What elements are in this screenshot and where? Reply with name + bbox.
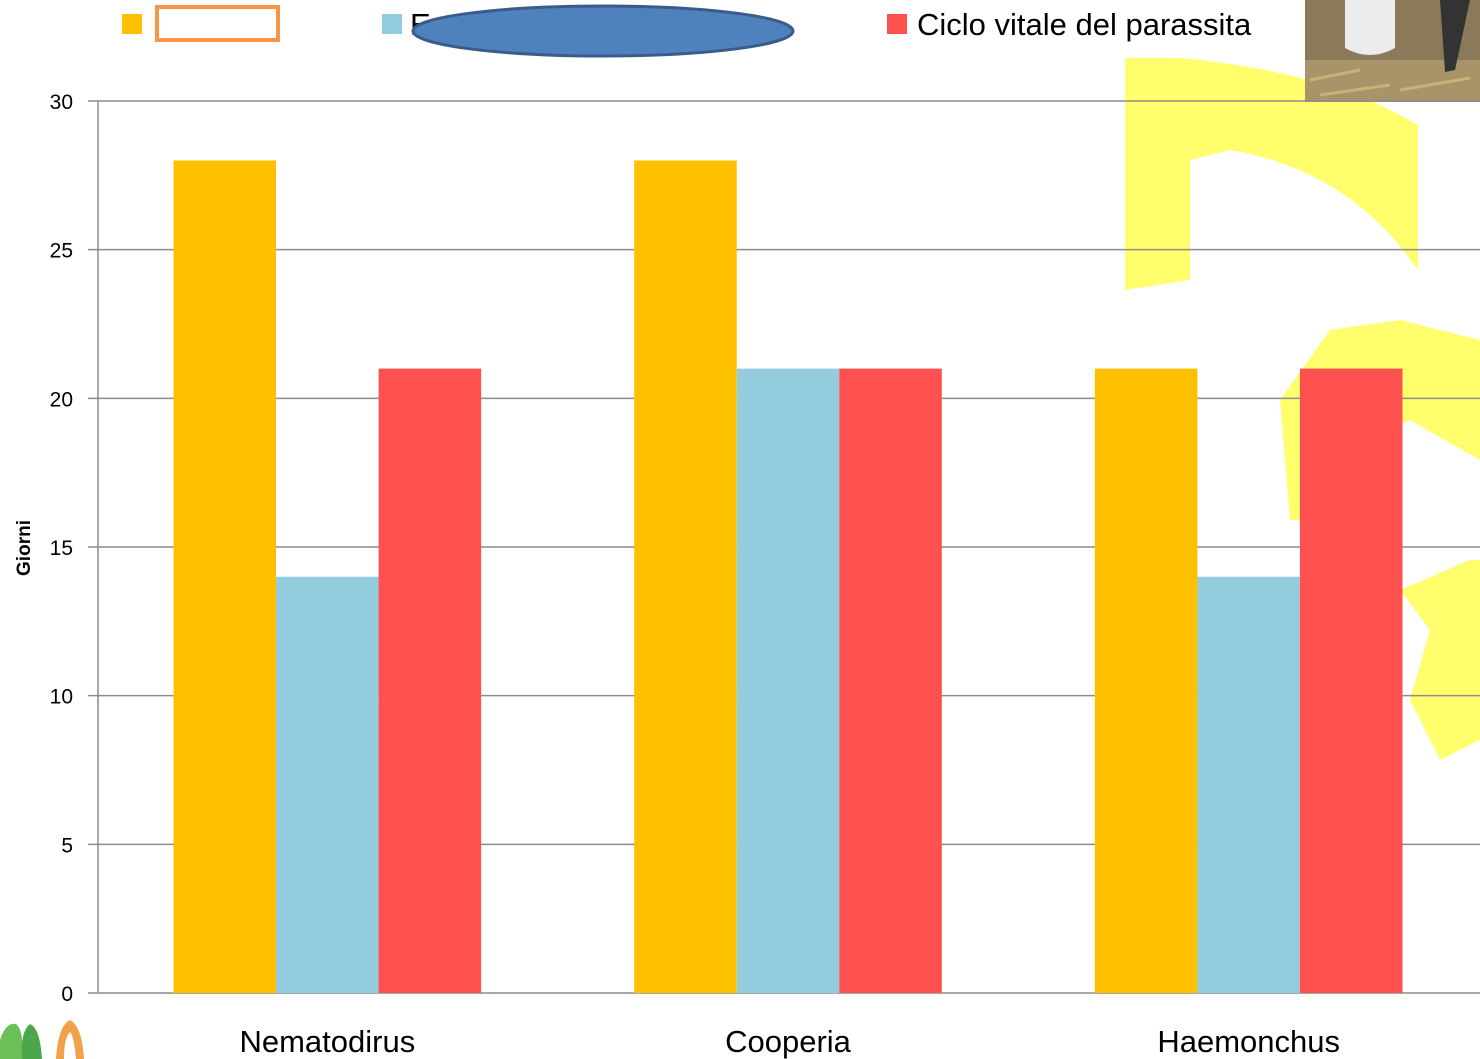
category-labels: Nematodirus Cooperia Haemonchus xyxy=(239,1024,1340,1059)
y-tick-label: 15 xyxy=(50,537,73,560)
legend-label-2: Ciclo vitale del parassita xyxy=(917,7,1252,42)
legend-swatch-1 xyxy=(382,14,402,34)
y-tick-label: 25 xyxy=(50,240,73,263)
y-tick-labels: 0 5 10 15 20 25 30 xyxy=(50,91,73,1006)
y-tick-label: 0 xyxy=(61,983,73,1006)
legend-swatch-2 xyxy=(887,14,907,34)
y-tick-label: 10 xyxy=(50,686,73,709)
legend-swatch-0 xyxy=(122,14,142,34)
category-label: Cooperia xyxy=(725,1024,852,1059)
y-axis-label: Giorni xyxy=(14,520,35,576)
category-label: Nematodirus xyxy=(239,1024,415,1059)
bar xyxy=(378,368,482,994)
watermark-shape-bottom xyxy=(1400,560,1480,760)
photo-thumbnail-icon xyxy=(1305,0,1480,102)
bar xyxy=(1094,368,1198,994)
y-tick-label: 20 xyxy=(50,388,73,411)
y-tick-label: 5 xyxy=(61,834,73,857)
bar xyxy=(276,576,379,993)
legend-cover-box xyxy=(155,5,280,42)
y-tick-label: 30 xyxy=(50,91,73,114)
bar xyxy=(1299,368,1403,994)
leaf-logo-icon xyxy=(0,1020,84,1059)
bars xyxy=(173,160,1403,994)
bar xyxy=(634,160,737,993)
bar xyxy=(1197,576,1300,993)
bar xyxy=(839,368,942,994)
watermark-shape-top xyxy=(1125,58,1418,290)
bar xyxy=(173,160,277,993)
category-label: Haemonchus xyxy=(1157,1024,1340,1059)
bar xyxy=(736,368,840,994)
legend-cover-ellipse xyxy=(411,4,795,58)
